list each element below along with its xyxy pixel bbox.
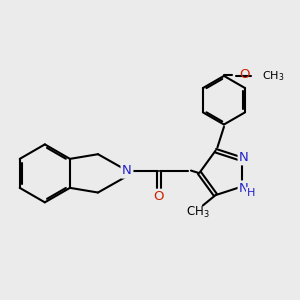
Text: N: N (239, 182, 249, 195)
Text: O: O (239, 68, 249, 80)
Text: O: O (154, 190, 164, 203)
Text: N: N (122, 164, 132, 177)
Text: CH$_3$: CH$_3$ (186, 205, 210, 220)
Text: H: H (247, 188, 256, 198)
Text: CH$_3$: CH$_3$ (262, 69, 285, 83)
Text: N: N (239, 151, 249, 164)
